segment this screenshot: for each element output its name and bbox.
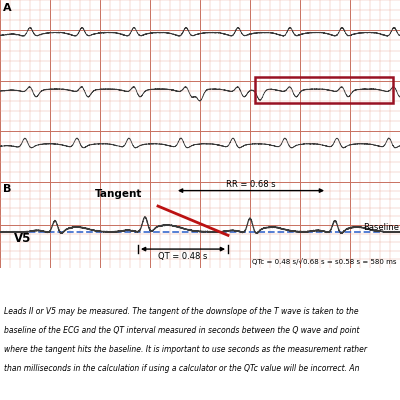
Bar	[255, 77, 393, 103]
Text: where the tangent hits the baseline. It is important to use seconds as the measu: where the tangent hits the baseline. It …	[4, 345, 367, 354]
Text: QTc = 0.48 s/√0.68 s = s0.58 s = 580 ms: QTc = 0.48 s/√0.68 s = s0.58 s = 580 ms	[252, 259, 397, 266]
Text: Leads II or V5 may be measured. The tangent of the downslope of the T wave is ta: Leads II or V5 may be measured. The tang…	[4, 307, 359, 316]
Text: Tangent: Tangent	[95, 190, 142, 200]
Text: B: B	[3, 184, 11, 194]
Text: RR = 0.68 s: RR = 0.68 s	[226, 180, 276, 189]
Text: QT = 0.48 s: QT = 0.48 s	[158, 252, 208, 261]
Text: baseline of the ECG and the QT interval measured in seconds between the Q wave a: baseline of the ECG and the QT interval …	[4, 326, 360, 335]
Text: Baseline: Baseline	[363, 223, 399, 232]
Text: A: A	[3, 3, 12, 13]
Text: V5: V5	[14, 232, 31, 245]
Text: than milliseconds in the calculation if using a calculator or the QTc value will: than milliseconds in the calculation if …	[4, 364, 360, 373]
